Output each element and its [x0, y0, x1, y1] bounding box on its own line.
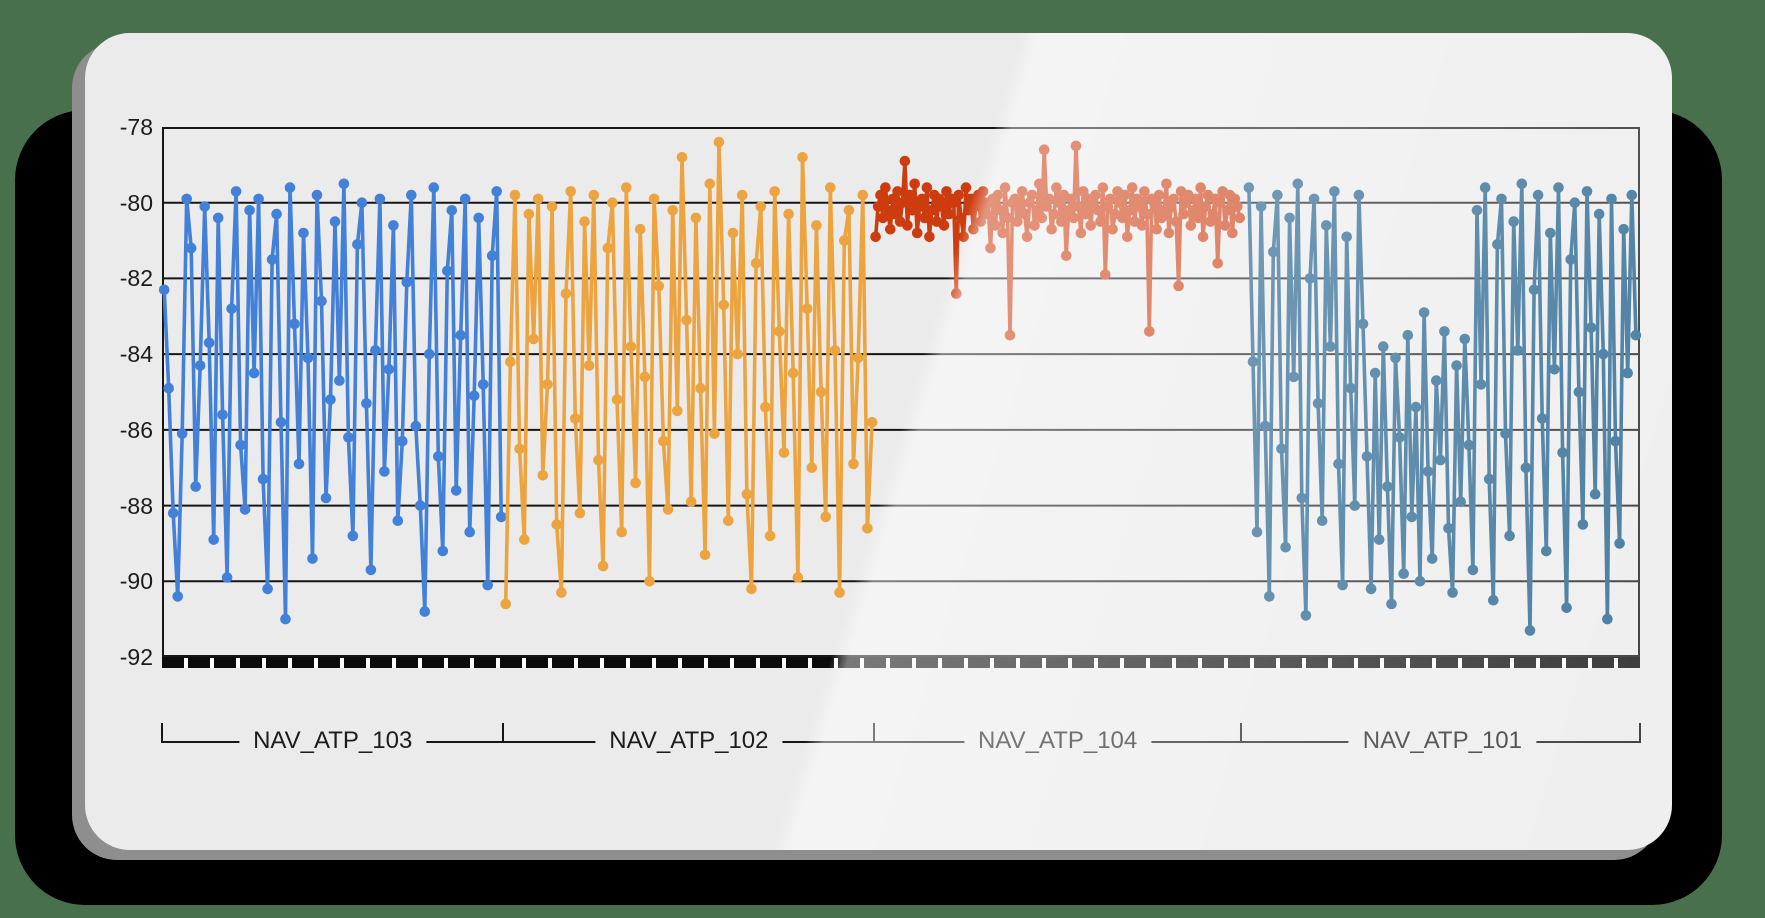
- x-axis-group-bracket: NAV_ATP_103 NAV_ATP_102 NAV_ATP_104 NAV_…: [161, 723, 1641, 783]
- group-label-nav-atp-104: NAV_ATP_104: [964, 727, 1152, 755]
- bracket-tick: [502, 723, 505, 743]
- bracket-line: [162, 741, 1640, 743]
- y-axis-tick-label: -90: [119, 568, 153, 595]
- y-axis-tick-label: -88: [119, 492, 153, 519]
- bracket-tick: [161, 723, 163, 743]
- group-label-nav-atp-103: NAV_ATP_103: [239, 727, 427, 755]
- chart-card: -78 -80 -82 -84 -86 -88 -90 -92 NAV_ATP_…: [85, 33, 1672, 850]
- plot-area: [158, 127, 1642, 657]
- x-axis-ruler: [162, 657, 1640, 668]
- y-axis-tick-label: -86: [119, 416, 153, 443]
- y-axis-tick-label: -80: [119, 189, 153, 216]
- y-axis-tick-label: -92: [119, 644, 153, 670]
- rssi-line-chart: -78 -80 -82 -84 -86 -88 -90 -92 NAV_ATP_…: [85, 33, 1672, 850]
- y-axis-tick-label: -84: [119, 341, 153, 368]
- y-axis-tick-label: -78: [119, 114, 153, 140]
- group-label-nav-atp-102: NAV_ATP_102: [595, 727, 783, 755]
- bracket-tick: [873, 723, 876, 743]
- y-axis-tick-label: -82: [119, 265, 153, 292]
- group-label-nav-atp-101: NAV_ATP_101: [1348, 727, 1536, 755]
- bracket-tick: [1239, 723, 1242, 743]
- bracket-tick: [1639, 723, 1641, 743]
